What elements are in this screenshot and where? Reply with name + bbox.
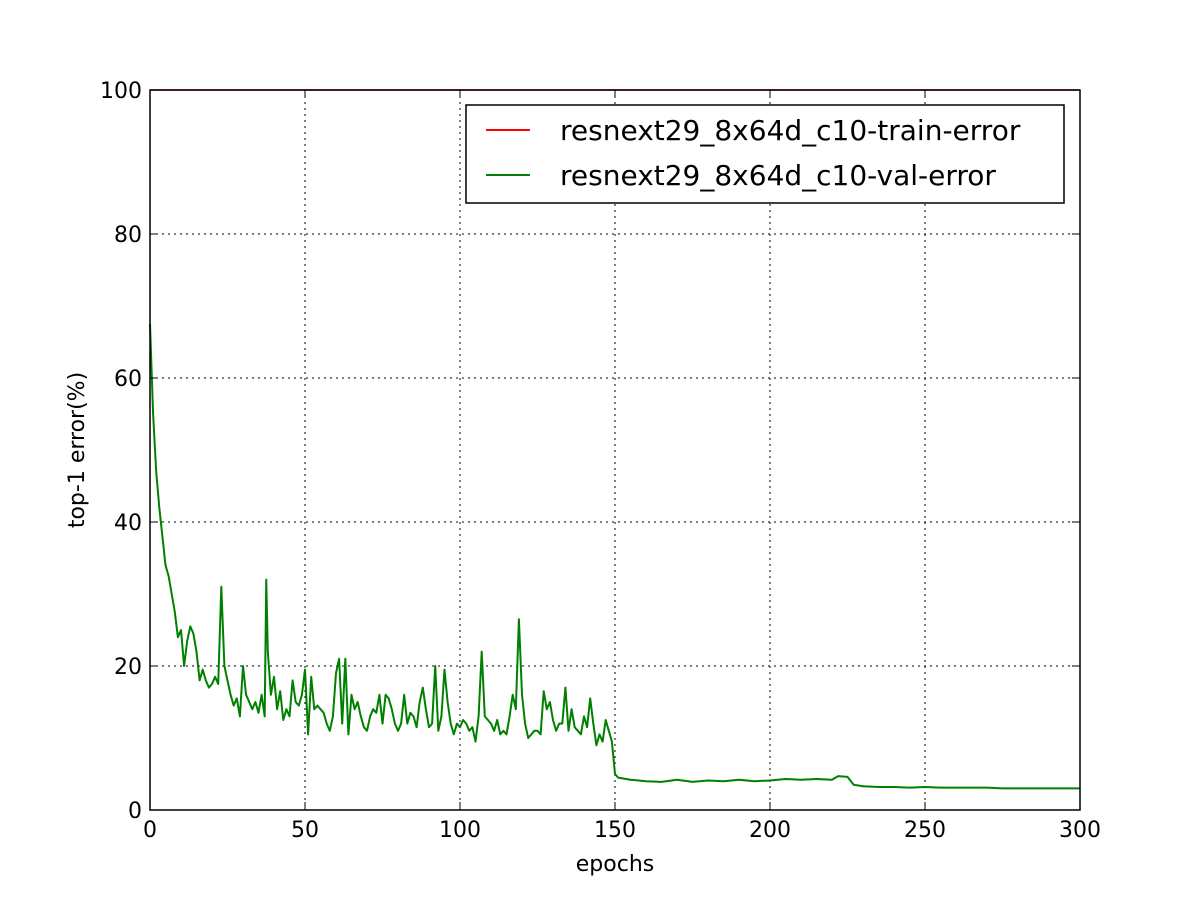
- legend-box: [465, 104, 1065, 204]
- legend-label-1: resnext29_8x64d_c10-val-error: [560, 159, 996, 192]
- x-axis-label: epochs: [576, 852, 654, 877]
- y-tick-label: 100: [100, 79, 142, 104]
- x-tick-label: 50: [291, 818, 319, 843]
- x-tick-label: 250: [904, 818, 946, 843]
- y-tick-label: 60: [114, 367, 142, 392]
- y-tick-label: 0: [128, 799, 142, 824]
- legend-label-0: resnext29_8x64d_c10-train-error: [560, 114, 1021, 147]
- x-tick-label: 200: [749, 818, 791, 843]
- legend: resnext29_8x64d_c10-train-error resnext29…: [465, 104, 1065, 204]
- x-tick-label: 300: [1059, 818, 1101, 843]
- y-axis-label: top-1 error(%): [65, 372, 90, 528]
- y-tick-label: 80: [114, 223, 142, 248]
- y-tick-label: 40: [114, 511, 142, 536]
- axis-ticks: 0 50 100 150 200 250 300 0 20 40 60 80 100: [100, 79, 1101, 843]
- x-tick-label: 150: [594, 818, 636, 843]
- x-tick-label: 100: [439, 818, 481, 843]
- x-tick-label: 0: [143, 818, 157, 843]
- series-line-1: [149, 323, 1080, 790]
- y-tick-label: 20: [114, 655, 142, 680]
